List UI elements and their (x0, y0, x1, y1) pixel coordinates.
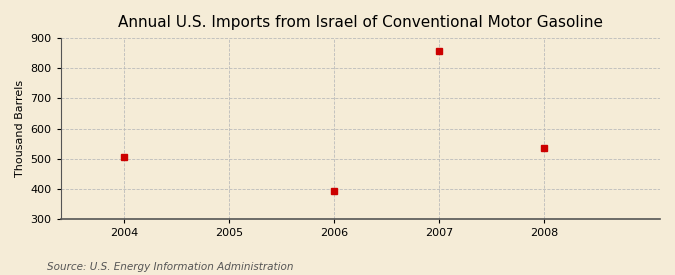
Text: Source: U.S. Energy Information Administration: Source: U.S. Energy Information Administ… (47, 262, 294, 272)
Y-axis label: Thousand Barrels: Thousand Barrels (15, 80, 25, 177)
Title: Annual U.S. Imports from Israel of Conventional Motor Gasoline: Annual U.S. Imports from Israel of Conve… (118, 15, 603, 30)
